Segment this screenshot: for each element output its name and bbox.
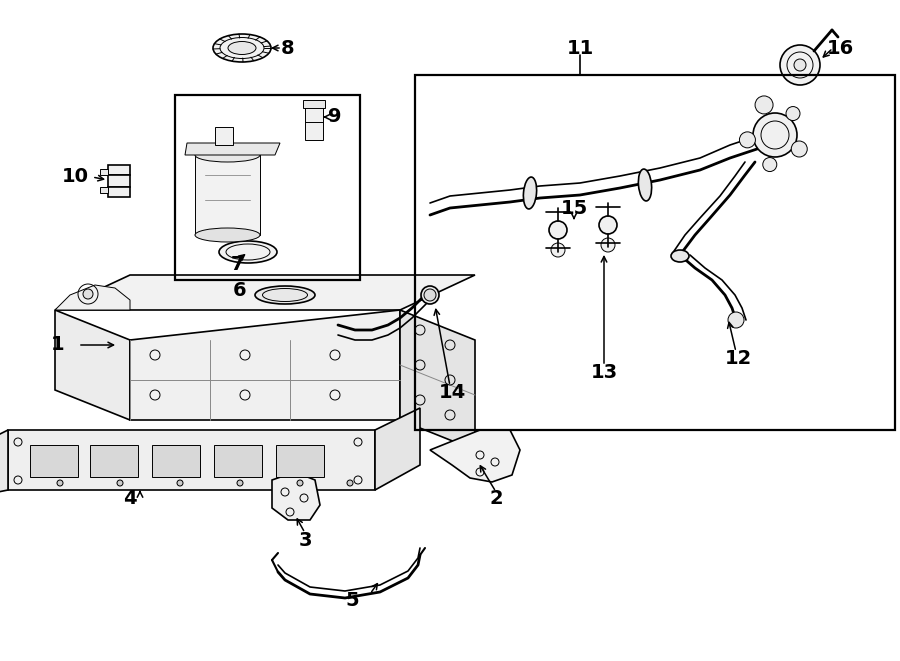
Bar <box>90 445 138 477</box>
Text: 8: 8 <box>281 38 295 58</box>
Ellipse shape <box>195 148 260 162</box>
Polygon shape <box>8 430 375 490</box>
Text: 13: 13 <box>590 362 617 381</box>
Text: 15: 15 <box>561 198 588 217</box>
Circle shape <box>786 106 800 120</box>
Text: 10: 10 <box>61 167 88 186</box>
Text: 3: 3 <box>298 531 311 549</box>
Ellipse shape <box>228 42 256 54</box>
Circle shape <box>791 141 807 157</box>
Circle shape <box>83 289 93 299</box>
Polygon shape <box>400 310 475 450</box>
Circle shape <box>780 45 820 85</box>
Ellipse shape <box>195 228 260 242</box>
Polygon shape <box>375 408 420 490</box>
Circle shape <box>753 113 797 157</box>
Polygon shape <box>55 275 475 310</box>
Bar <box>195 155 260 235</box>
Bar <box>214 445 262 477</box>
Text: 12: 12 <box>724 348 751 368</box>
Circle shape <box>599 216 617 234</box>
Polygon shape <box>185 143 280 155</box>
Text: 6: 6 <box>233 280 247 299</box>
Bar <box>30 445 78 477</box>
Ellipse shape <box>213 34 271 62</box>
Bar <box>152 445 200 477</box>
Text: 5: 5 <box>346 590 359 609</box>
Circle shape <box>755 96 773 114</box>
Circle shape <box>424 289 436 301</box>
Text: 7: 7 <box>231 256 245 274</box>
Circle shape <box>297 480 303 486</box>
Circle shape <box>177 480 183 486</box>
Polygon shape <box>100 169 108 175</box>
Polygon shape <box>100 187 108 193</box>
Ellipse shape <box>638 169 652 201</box>
Bar <box>305 105 323 140</box>
Ellipse shape <box>524 177 536 209</box>
Text: 4: 4 <box>123 488 137 508</box>
Circle shape <box>601 238 615 252</box>
Bar <box>415 75 895 430</box>
Polygon shape <box>272 472 320 520</box>
Bar <box>175 95 360 280</box>
Polygon shape <box>0 430 8 492</box>
Text: 16: 16 <box>826 38 853 58</box>
Bar <box>303 100 325 108</box>
Bar <box>215 127 233 145</box>
Text: 1: 1 <box>51 336 65 354</box>
Polygon shape <box>430 430 520 482</box>
Circle shape <box>728 312 744 328</box>
Text: 11: 11 <box>566 38 594 58</box>
Circle shape <box>237 480 243 486</box>
Text: 9: 9 <box>328 108 342 126</box>
Ellipse shape <box>671 250 689 262</box>
Ellipse shape <box>219 241 277 263</box>
Polygon shape <box>130 310 400 420</box>
Circle shape <box>551 243 565 257</box>
Circle shape <box>57 480 63 486</box>
Polygon shape <box>55 285 130 310</box>
Text: 2: 2 <box>490 488 503 508</box>
Circle shape <box>117 480 123 486</box>
Polygon shape <box>55 310 130 420</box>
Circle shape <box>549 221 567 239</box>
Ellipse shape <box>255 286 315 304</box>
Circle shape <box>740 132 755 148</box>
Text: 14: 14 <box>438 383 465 401</box>
Circle shape <box>347 480 353 486</box>
Circle shape <box>763 157 777 172</box>
Circle shape <box>794 59 806 71</box>
Bar <box>276 445 324 477</box>
Ellipse shape <box>421 286 439 304</box>
Polygon shape <box>108 175 130 187</box>
Polygon shape <box>108 165 130 175</box>
Polygon shape <box>108 187 130 197</box>
